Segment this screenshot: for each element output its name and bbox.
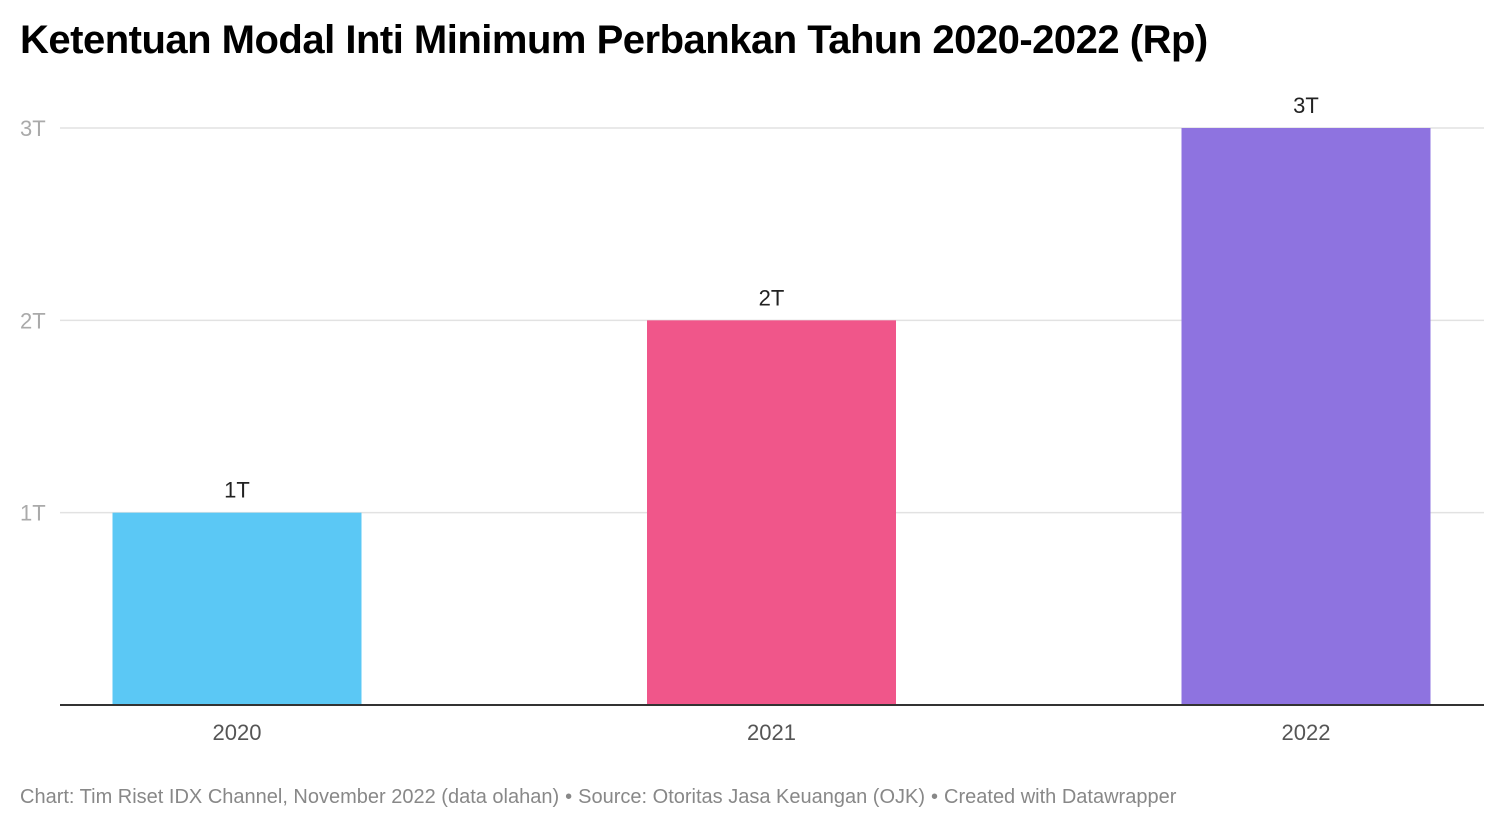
value-label: 1T <box>224 478 250 503</box>
chart-footer: Chart: Tim Riset IDX Channel, November 2… <box>20 786 1176 809</box>
x-tick-label: 2021 <box>747 720 796 745</box>
footer-separator: • <box>565 786 573 808</box>
chart-credit: Chart: Tim Riset IDX Channel, November 2… <box>20 786 560 808</box>
chart-source: Source: Otoritas Jasa Keuangan (OJK) <box>578 786 926 808</box>
value-label: 2T <box>759 285 785 310</box>
y-tick-label: 3T <box>20 116 46 141</box>
bar-2021 <box>647 320 896 705</box>
bar-chart: 1T 2T 3T 1T 2T 3T 2020 2021 2022 <box>20 93 1484 745</box>
y-tick-label: 1T <box>20 501 46 526</box>
x-tick-label: 2020 <box>213 720 262 745</box>
value-label: 3T <box>1293 93 1319 118</box>
value-labels: 1T 2T 3T <box>224 93 1319 503</box>
created-with-credit: Created with Datawrapper <box>944 786 1177 808</box>
bar-2020 <box>112 512 362 705</box>
x-tick-label: 2022 <box>1282 720 1331 745</box>
chart-title: Ketentuan Modal Inti Minimum Perbankan T… <box>20 18 1208 62</box>
bars <box>112 128 1431 705</box>
footer-separator: • <box>931 786 939 808</box>
y-tick-label: 2T <box>20 308 46 333</box>
bar-2022 <box>1181 128 1431 705</box>
axes: 1T 2T 3T 2020 2021 2022 <box>20 116 1484 745</box>
